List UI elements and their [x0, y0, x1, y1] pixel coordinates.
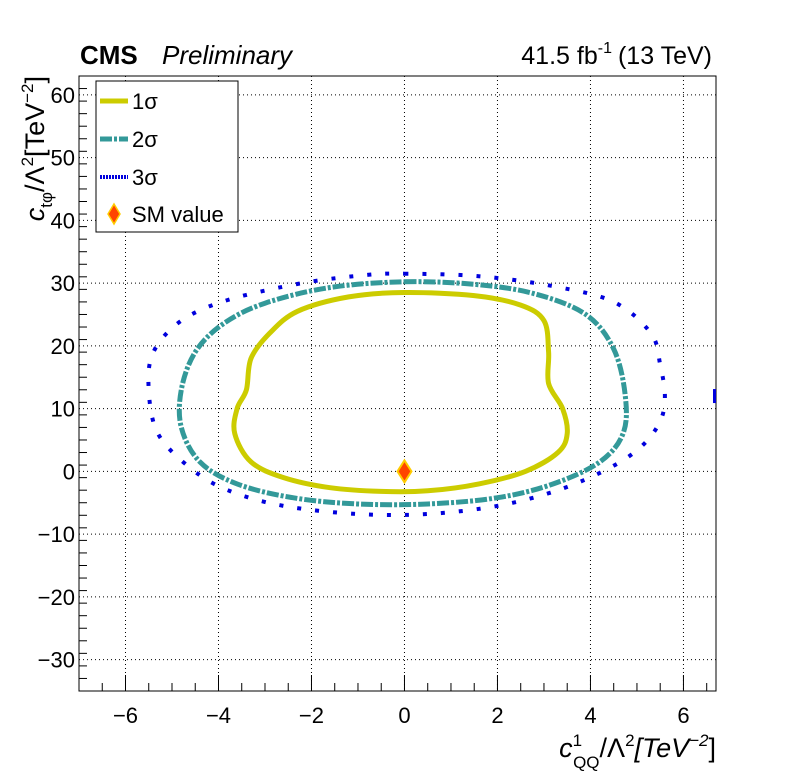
x-tick-label: 6 [677, 703, 689, 728]
preliminary-label: Preliminary [162, 40, 294, 70]
y-tick-label: 0 [63, 459, 75, 484]
legend-label: SM value [132, 202, 224, 227]
series-layer [146, 271, 716, 518]
contour-3sigma-fragment [713, 389, 716, 404]
lumi-label: 41.5 fb-1 (13 TeV) [521, 40, 712, 70]
cms-label: CMS [80, 40, 138, 70]
y-tick-label: −10 [38, 522, 75, 547]
legend-entry: 2σ [100, 127, 158, 152]
y-tick-label: −30 [38, 648, 75, 673]
legend-label: 1σ [132, 89, 158, 114]
y-tick-label: 30 [51, 271, 75, 296]
legend-label: 2σ [132, 127, 158, 152]
grid-layer [79, 76, 716, 691]
legend-label: 3σ [132, 165, 158, 190]
x-tick-label: −6 [113, 703, 138, 728]
x-tick-label: 2 [491, 703, 503, 728]
y-tick-label: 40 [51, 208, 75, 233]
contour-1sigma [231, 289, 570, 495]
x-tick-label: −2 [299, 703, 324, 728]
legend-entry: 1σ [100, 89, 158, 114]
plot-frame [78, 75, 717, 692]
y-tick-label: 10 [51, 397, 75, 422]
y-axis-label: ctφ/Λ2[TeV−2] [18, 76, 56, 221]
sm-value-marker [396, 458, 413, 485]
y-tick-label: −20 [38, 585, 75, 610]
x-tick-label: −4 [206, 703, 231, 728]
contour-2sigma [176, 279, 629, 508]
legend-swatch [107, 202, 121, 226]
y-tick-label: 50 [51, 146, 75, 171]
x-tick-label: 0 [398, 703, 410, 728]
y-tick-label: 60 [51, 83, 75, 108]
legend: 1σ 2σ 3σ SM value [95, 80, 239, 233]
x-tick-label: 4 [584, 703, 596, 728]
legend-box [95, 80, 239, 233]
x-axis-label: c1 QQ/Λ2[TeV−2] [559, 731, 716, 772]
y-tick-label: 20 [51, 334, 75, 359]
legend-entry: 3σ [100, 165, 158, 190]
legend-entry: SM value [107, 202, 224, 227]
